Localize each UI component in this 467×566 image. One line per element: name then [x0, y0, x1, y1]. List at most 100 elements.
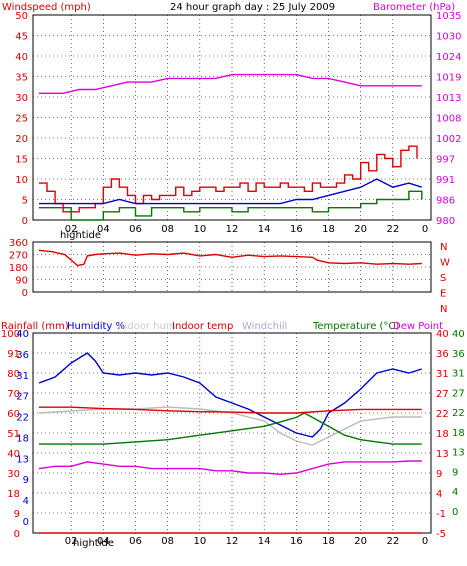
- temperature-panel-series: [38, 352, 423, 534]
- hightide-annotation-top: hightide: [60, 230, 101, 241]
- temperature-panel-hour-labels: 02 04 06 08 10 12 14 16 18 20 22 0: [65, 536, 428, 547]
- dewpoint-tick-label: 18: [452, 428, 465, 439]
- humidity-tick-label: 30: [7, 469, 20, 480]
- hour-tick-label: 10: [193, 224, 206, 235]
- wind-panel-series: [39, 73, 423, 221]
- direction-panel-series: [38, 249, 422, 267]
- temperature-tick-label: -5: [436, 529, 446, 540]
- rainfall-tick-label: 18: [16, 433, 29, 444]
- rainfall-tick-label: 36: [16, 350, 29, 361]
- humidity-tick-label: 0: [14, 529, 20, 540]
- direction-degree-label: 270: [9, 251, 28, 262]
- hour-tick-label: 06: [129, 536, 142, 547]
- windspeed-tick-label: 45: [15, 32, 28, 43]
- barometer-tick-label: 1002: [436, 134, 461, 145]
- windspeed-tick-label: 10: [15, 175, 28, 186]
- legend-indoor-temp: Indoor temp: [172, 321, 233, 332]
- barometer-tick-label: 1013: [436, 93, 461, 104]
- temperature-tick-label: 36: [436, 349, 449, 360]
- hour-tick-label: 22: [386, 224, 399, 235]
- hour-tick-label: 08: [161, 224, 174, 235]
- barometer-tick-label: 980: [436, 216, 455, 227]
- dewpoint-tick-label: 22: [452, 408, 465, 419]
- compass-point-label: E: [440, 289, 446, 300]
- barometer-tick-label: 1035: [436, 11, 461, 22]
- dewpoint-tick-label: 9: [452, 467, 458, 478]
- chart-title: 24 hour graph day : 25 July 2009: [170, 2, 335, 13]
- windspeed-axis-label: Windspeed (mph): [2, 2, 91, 13]
- windspeed-tick-label: 5: [22, 196, 28, 207]
- direction-degree-label: 180: [9, 263, 28, 274]
- legend-windchill: Windchill: [242, 321, 287, 332]
- temperature-tick-labels: 40 36 31 27 22 18 13 9 4 -1 -5: [436, 329, 449, 540]
- humidity-tick-label: 60: [7, 409, 20, 420]
- compass-point-label: S: [440, 273, 446, 284]
- series-line-dew-point: [38, 460, 422, 476]
- humidity-tick-label: 9: [14, 509, 20, 520]
- humidity-tick-label: 80: [7, 369, 20, 380]
- humidity-tick-label: 51: [7, 429, 20, 440]
- hour-tick-label: 14: [258, 224, 271, 235]
- hour-tick-label: 10: [193, 536, 206, 547]
- temperature-tick-label: 22: [436, 409, 449, 420]
- compass-point-label: N: [440, 242, 447, 253]
- series-line-gust: [39, 178, 423, 205]
- windspeed-tick-label: 15: [15, 155, 28, 166]
- hour-tick-label: 02: [65, 224, 78, 235]
- temperature-tick-label: 31: [436, 369, 449, 380]
- windspeed-tick-labels: 0 5 10 15 20 25 30 35 40 45 50: [15, 11, 28, 227]
- wind-panel-hour-labels: 02 04 06 08 10 12 14 16 18 20 22 0: [65, 224, 428, 235]
- hour-tick-label: 14: [258, 536, 271, 547]
- series-line-humidity-: [38, 352, 423, 438]
- hour-tick-label: 12: [226, 224, 239, 235]
- humidity-tick-label: 70: [7, 389, 20, 400]
- temperature-tick-label: 27: [436, 389, 449, 400]
- hour-tick-label: 18: [322, 536, 335, 547]
- barometer-tick-label: 991: [436, 175, 455, 186]
- rainfall-tick-label: 40: [16, 329, 29, 340]
- windspeed-tick-label: 20: [15, 134, 28, 145]
- rainfall-tick-label: 9: [23, 475, 29, 486]
- barometer-tick-label: 997: [436, 155, 455, 166]
- series-line-wind-direction: [38, 249, 422, 267]
- barometer-tick-label: 1008: [436, 114, 461, 125]
- temperature-tick-label: 4: [436, 489, 442, 500]
- windspeed-tick-label: 40: [15, 52, 28, 63]
- humidity-tick-labels: 0 9 18 30 40 51 60 70 80 91 100: [1, 329, 20, 540]
- temperature-tick-label: 13: [436, 449, 449, 460]
- series-line-barometer-hpa-: [39, 73, 422, 94]
- direction-degree-label: 360: [9, 238, 28, 249]
- hour-tick-label: 22: [386, 536, 399, 547]
- barometer-axis-label: Barometer (hPa): [373, 2, 455, 13]
- hour-tick-label: 04: [97, 224, 110, 235]
- rainfall-tick-label: 31: [16, 371, 29, 382]
- humidity-tick-label: 40: [7, 449, 20, 460]
- dewpoint-tick-label: 36: [452, 349, 465, 360]
- hour-tick-label: 18: [322, 224, 335, 235]
- humidity-tick-label: 100: [1, 329, 20, 340]
- hour-tick-label: 02: [65, 536, 78, 547]
- dewpoint-tick-label: 40: [452, 329, 465, 340]
- windspeed-tick-label: 50: [15, 11, 28, 22]
- legend-humidity: Humidity %: [67, 321, 125, 332]
- rainfall-tick-label: 13: [16, 454, 29, 465]
- compass-point-label: W: [440, 258, 450, 269]
- series-line-average: [39, 190, 423, 221]
- hour-tick-label: 08: [161, 536, 174, 547]
- legend-dew-point: Dew Point: [393, 321, 443, 332]
- hour-tick-label: 12: [226, 536, 239, 547]
- barometer-tick-labels: 980 986 991 997 1002 1008 1013 1019 1024 1030 1035: [436, 11, 461, 227]
- hour-tick-label: 20: [354, 224, 367, 235]
- rainfall-tick-label: 22: [16, 413, 29, 424]
- hour-tick-label: 04: [97, 536, 110, 547]
- hour-tick-label: 06: [129, 224, 142, 235]
- windspeed-tick-label: 0: [22, 216, 28, 227]
- series-line-temperature-c-: [39, 412, 422, 445]
- legend-temperature: Temperature (°C): [312, 321, 399, 332]
- series-line-indoor-temp: [39, 406, 422, 414]
- series-line-windspeed-mph-: [39, 145, 418, 213]
